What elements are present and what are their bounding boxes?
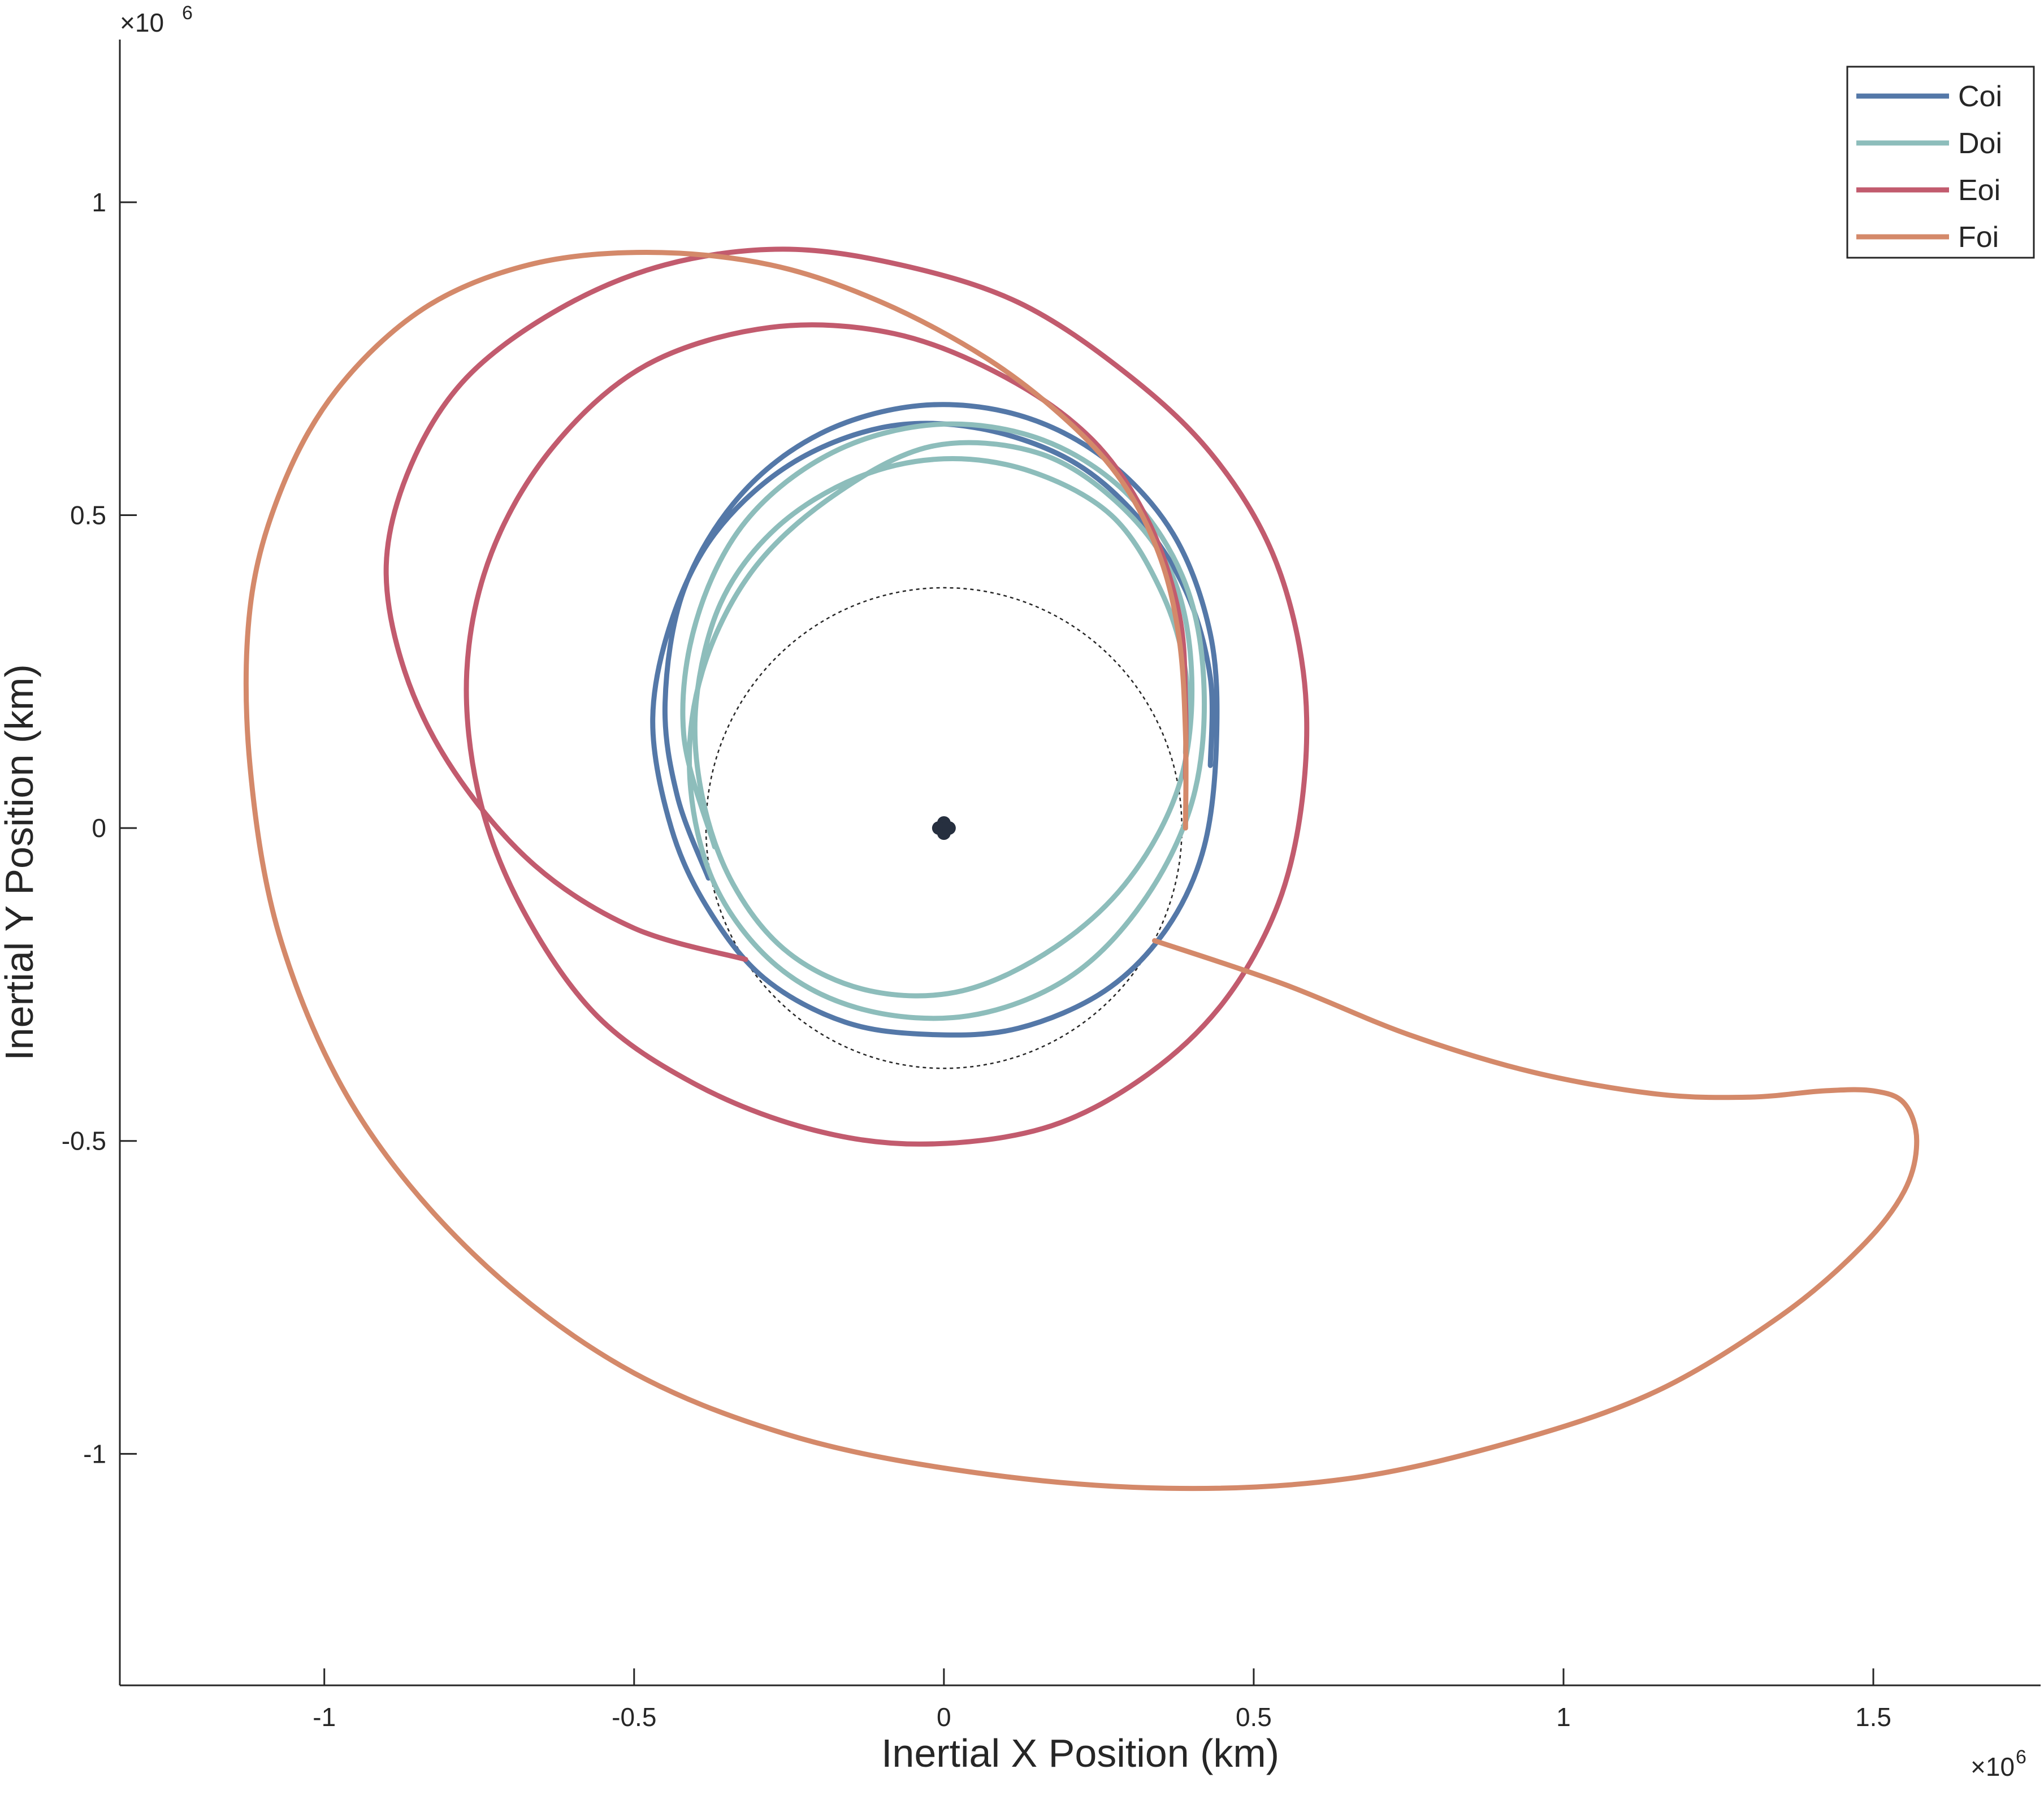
central-body-layer — [932, 816, 956, 840]
legend-label-foi: Foi — [1958, 221, 1999, 254]
y-tick-label: 0 — [92, 813, 106, 843]
y-tick-label: 0.5 — [70, 500, 106, 530]
legend-items: Coi Doi Eoi Foi — [1856, 80, 2002, 254]
legend: Coi Doi Eoi Foi — [1846, 66, 2035, 259]
x-tick-label: 0 — [937, 1702, 951, 1732]
central-body-marker — [932, 816, 956, 840]
x-exponent-base: ×10 — [1971, 1752, 2015, 1781]
series-line-foi — [243, 250, 1920, 1492]
x-tick-label: 1.5 — [1855, 1702, 1891, 1732]
axes: -1 -0.5 0 0.5 1 1.5 -1 -0.5 0 0.5 1 — [62, 40, 2041, 1732]
y-tick-label: 1 — [92, 188, 106, 217]
y-exponent-label: ×10 6 — [120, 2, 193, 37]
x-tick-label: 0.5 — [1236, 1702, 1272, 1732]
legend-label-coi: Coi — [1958, 80, 2002, 113]
y-axis-label: Inertial Y Position (km) — [0, 664, 41, 1061]
x-tick-label: 1 — [1556, 1702, 1571, 1732]
y-exponent-power: 6 — [182, 2, 193, 24]
y-tick-label: -1 — [83, 1439, 106, 1468]
x-ticks: -1 -0.5 0 0.5 1 1.5 — [313, 1668, 1891, 1732]
central-body-lobe — [932, 821, 946, 835]
series-line-doi — [680, 421, 1207, 1021]
series-line-eoi — [383, 246, 1310, 1147]
x-tick-label: -0.5 — [612, 1702, 656, 1732]
x-axis-label: Inertial X Position (km) — [881, 1731, 1279, 1775]
y-tick-label: -0.5 — [62, 1126, 106, 1156]
legend-label-doi: Doi — [1958, 127, 2002, 160]
central-body-lobe — [942, 821, 956, 835]
y-exponent-base: ×10 — [120, 8, 164, 37]
plot-area — [243, 246, 1920, 1492]
series-layer — [243, 246, 1920, 1492]
x-exponent-power: 6 — [2016, 1746, 2026, 1768]
legend-label-eoi: Eoi — [1958, 174, 2000, 207]
x-tick-label: -1 — [313, 1702, 336, 1732]
y-ticks: -1 -0.5 0 0.5 1 — [62, 188, 137, 1468]
x-exponent-label: ×10 6 — [1971, 1746, 2026, 1781]
